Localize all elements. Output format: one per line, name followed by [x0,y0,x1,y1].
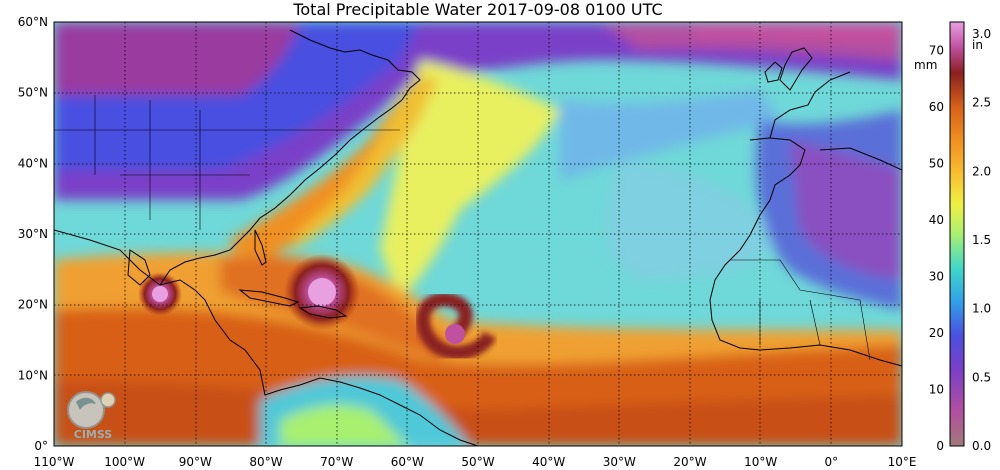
latitude-label: 30°N [18,227,48,241]
colorbar-mm-ticks: 70 60 50 40 30 20 10 0 [929,43,944,453]
colorbar-mm-tick: 40 [929,213,944,227]
colorbar-in-tick: 0.5 [972,370,991,384]
colorbar: 70 60 50 40 30 20 10 0 3.0 2.5 2.0 1.5 1.0 0.5 0.0 [929,21,991,453]
colorbar-ramp [949,21,965,447]
map-title: Total Precipitable Water 2017-09-08 0100… [293,0,663,19]
longitude-label: 100°W [104,455,145,469]
cimss-logo-text: CIMSS [74,428,113,441]
latitude-labels: 60°N 50°N 40°N 30°N 20°N 10°N 0° [18,15,48,453]
longitude-label: 110°W [34,455,75,469]
longitude-label: 80°W [249,455,282,469]
longitude-label: 50°W [461,455,494,469]
colorbar-in-ticks: 3.0 2.5 2.0 1.5 1.0 0.5 0.0 [972,27,991,453]
latitude-label: 50°N [18,86,48,100]
coastlines [54,29,902,446]
longitude-label: 10°W [744,455,777,469]
colorbar-in-tick: 3.0 [972,27,991,41]
graticule [54,22,902,446]
colorbar-mm-tick: 30 [929,269,944,283]
latitude-label: 0° [34,439,48,453]
hurricane-irma [284,254,360,330]
longitude-label: 40°W [532,455,565,469]
colorbar-units-in: in [972,38,983,52]
longitude-label: 60°W [391,455,424,469]
colorbar-mm-tick: 70 [929,43,944,57]
hurricane-katia [138,272,182,316]
colorbar-mm-tick: 10 [929,382,944,396]
hurricane-jose [415,292,497,360]
colorbar-mm-tick: 50 [929,156,944,170]
colorbar-mm-tick: 20 [929,326,944,340]
longitude-label: 10°E [888,455,917,469]
colorbar-in-tick: 1.5 [972,233,991,247]
longitude-label: 90°W [179,455,212,469]
colorbar-in-tick: 2.5 [972,96,991,110]
colorbar-in-tick: 2.0 [972,164,991,178]
colorbar-mm-tick: 0 [936,439,944,453]
colorbar-in-tick: 0.0 [972,439,991,453]
longitude-label: 70°W [320,455,353,469]
colorbar-mm-tick: 60 [929,100,944,114]
longitude-labels: 110°W 100°W 90°W 80°W 70°W 60°W 50°W 40°W 30°W 20… [34,455,917,469]
map-frame [53,21,903,447]
tpw-field [54,22,902,446]
longitude-label: 20°W [673,455,706,469]
latitude-label: 10°N [18,368,48,382]
longitude-label: 0° [825,455,839,469]
cimss-logo: CIMSS [67,391,116,441]
colorbar-units-mm: mm [914,58,938,72]
latitude-label: 40°N [18,156,48,170]
latitude-label: 60°N [18,15,48,29]
longitude-label: 30°W [603,455,636,469]
latitude-label: 20°N [18,298,48,312]
colorbar-in-tick: 1.0 [972,302,991,316]
